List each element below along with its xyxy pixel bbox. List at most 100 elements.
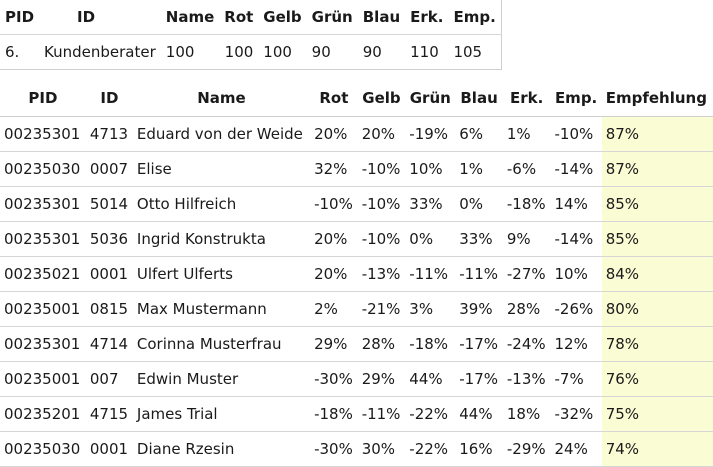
table-row: 00235021 0001 Ulfert Ulferts 20% -13% -11% -11… [0, 256, 713, 292]
cell-id: 4713 [85, 116, 133, 152]
cell-empfehlung: 85% [601, 221, 713, 257]
cell-name: Ingrid Konstrukta [132, 221, 311, 257]
table-row: 00235301 5014 Otto Hilfreich -10% -10% 33% 0% -… [0, 186, 713, 222]
summary-cell-name: 100 [165, 43, 195, 61]
cell-rot: 32% [310, 151, 358, 187]
cell-name: Elise [132, 151, 311, 187]
cell-erk: 1% [502, 116, 551, 152]
cell-id: 0815 [85, 291, 133, 327]
cell-name: Diane Rzesin [132, 431, 311, 467]
cell-pid: 00235301 [0, 116, 86, 152]
summary-cell-emp: 105 [453, 43, 483, 61]
summary-cell-pid: 6. [5, 43, 20, 61]
summary-header-row: PID ID Name Rot Gelb Grün Blau Erk. Emp. [0, 0, 502, 35]
header-emp: Emp. [550, 80, 602, 117]
summary-header-emp: Emp. [448, 0, 502, 35]
cell-erk: -13% [502, 361, 551, 397]
cell-gelb: -10% [357, 151, 406, 187]
cell-rot: -30% [310, 431, 358, 467]
cell-name: Max Mustermann [132, 291, 311, 327]
cell-emp: -32% [550, 396, 602, 432]
cell-emp: 14% [550, 186, 602, 222]
cell-rot: -30% [310, 361, 358, 397]
header-rot: Rot [310, 80, 358, 117]
header-name: Name [132, 80, 311, 117]
cell-blau: 16% [455, 431, 503, 467]
summary-row: 6. Kundenberater 100 100 100 90 90 110 1… [0, 35, 501, 70]
table-row: 00235030 0007 Elise 32% -10% 10% 1% -6% -14% 87% [0, 151, 713, 187]
cell-rot: 29% [310, 326, 358, 362]
cell-rot: 20% [310, 256, 358, 292]
summary-cell-erk: 110 [410, 43, 439, 61]
cell-blau: -17% [455, 326, 503, 362]
cell-gruen: 0% [405, 221, 456, 257]
table-row: 00235301 5036 Ingrid Konstrukta 20% -10% 0% 33… [0, 221, 713, 257]
summary-header-blau: Blau [357, 0, 406, 35]
cell-name: Ulfert Ulferts [132, 256, 311, 292]
table-row: 00235301 4714 Corinna Musterfrau 29% 28% -18%… [0, 326, 713, 362]
cell-emp: -10% [550, 116, 602, 152]
cell-emp: 24% [550, 431, 602, 467]
header-erk: Erk. [502, 80, 551, 117]
cell-pid: 00235001 [0, 291, 86, 327]
cell-emp: -26% [550, 291, 602, 327]
table-header-row: PID ID Name Rot Gelb Grün Blau Erk. Emp. Empfehlu… [0, 80, 713, 117]
cell-emp: 10% [550, 256, 602, 292]
cell-blau: -11% [455, 256, 503, 292]
summary-cell-rot: 100 [224, 43, 254, 61]
cell-gruen: -22% [405, 396, 456, 432]
cell-pid: 00235301 [0, 221, 86, 257]
summary-header-gelb: Gelb [258, 0, 307, 35]
cell-rot: -18% [310, 396, 358, 432]
cell-erk: 28% [502, 291, 551, 327]
cell-rot: 2% [310, 291, 358, 327]
cell-erk: -24% [502, 326, 551, 362]
summary-cell-gelb: 100 [263, 43, 292, 61]
cell-rot: 20% [310, 116, 358, 152]
cell-id: 0001 [85, 256, 133, 292]
cell-erk: -29% [502, 431, 551, 467]
cell-gelb: -10% [357, 221, 406, 257]
cell-blau: 33% [455, 221, 503, 257]
cell-empfehlung: 76% [601, 361, 713, 397]
cell-empfehlung: 75% [601, 396, 713, 432]
cell-empfehlung: 80% [601, 291, 713, 327]
summary-cell-gruen: 90 [311, 43, 331, 61]
table-row: 00235301 4713 Eduard von der Weide 20% 20% -1… [0, 116, 713, 152]
cell-blau: 1% [455, 151, 503, 187]
cell-gruen: 10% [405, 151, 456, 187]
summary-header-pid: PID [0, 0, 40, 35]
cell-erk: -6% [502, 151, 551, 187]
cell-id: 5036 [85, 221, 133, 257]
cell-gelb: -11% [357, 396, 406, 432]
summary-header-gruen: Grün [306, 0, 358, 35]
header-gruen: Grün [405, 80, 456, 117]
cell-id: 0007 [85, 151, 133, 187]
cell-name: Otto Hilfreich [132, 186, 311, 222]
cell-pid: 00235030 [0, 151, 86, 187]
header-pid: PID [0, 80, 86, 117]
cell-pid: 00235021 [0, 256, 86, 292]
cell-gelb: -13% [357, 256, 406, 292]
summary-cell-blau: 90 [362, 43, 382, 61]
cell-gruen: -18% [405, 326, 456, 362]
cell-pid: 00235030 [0, 431, 86, 467]
cell-gruen: -19% [405, 116, 456, 152]
cell-erk: -18% [502, 186, 551, 222]
cell-empfehlung: 74% [601, 431, 713, 467]
cell-emp: 12% [550, 326, 602, 362]
cell-name: Corinna Musterfrau [132, 326, 311, 362]
recommendation-table: PID ID Name Rot Gelb Grün Blau Erk. Emp. Empfehlu… [0, 80, 713, 467]
cell-name: Edwin Muster [132, 361, 311, 397]
cell-id: 007 [85, 361, 133, 397]
cell-rot: -10% [310, 186, 358, 222]
cell-blau: 44% [455, 396, 503, 432]
cell-erk: 9% [502, 221, 551, 257]
cell-name: James Trial [132, 396, 311, 432]
cell-empfehlung: 87% [601, 116, 713, 152]
cell-gelb: -10% [357, 186, 406, 222]
cell-emp: -14% [550, 221, 602, 257]
cell-gelb: 20% [357, 116, 406, 152]
cell-emp: -7% [550, 361, 602, 397]
cell-empfehlung: 78% [601, 326, 713, 362]
